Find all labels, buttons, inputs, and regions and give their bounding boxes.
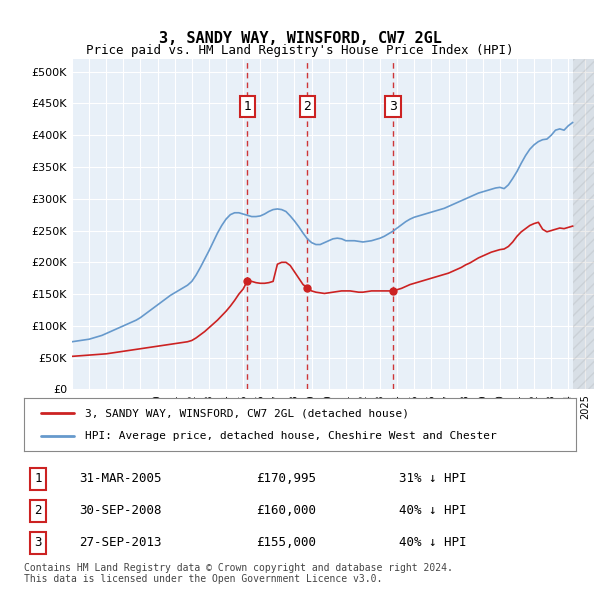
Text: 30-SEP-2008: 30-SEP-2008 [79, 504, 162, 517]
Text: 40% ↓ HPI: 40% ↓ HPI [400, 536, 467, 549]
Text: HPI: Average price, detached house, Cheshire West and Chester: HPI: Average price, detached house, Ches… [85, 431, 496, 441]
Text: 27-SEP-2013: 27-SEP-2013 [79, 536, 162, 549]
Text: 1: 1 [244, 100, 251, 113]
Text: 3: 3 [389, 100, 397, 113]
Text: 31-MAR-2005: 31-MAR-2005 [79, 472, 162, 485]
Text: 40% ↓ HPI: 40% ↓ HPI [400, 504, 467, 517]
Text: 2: 2 [34, 504, 41, 517]
Bar [572, 59, 594, 389]
Text: 2: 2 [304, 100, 311, 113]
Text: 3: 3 [34, 536, 41, 549]
Text: £170,995: £170,995 [256, 472, 316, 485]
Text: 3, SANDY WAY, WINSFORD, CW7 2GL (detached house): 3, SANDY WAY, WINSFORD, CW7 2GL (detache… [85, 408, 409, 418]
Text: £160,000: £160,000 [256, 504, 316, 517]
Text: This data is licensed under the Open Government Licence v3.0.: This data is licensed under the Open Gov… [24, 575, 382, 584]
Text: 1: 1 [34, 472, 41, 485]
Text: 31% ↓ HPI: 31% ↓ HPI [400, 472, 467, 485]
Text: £155,000: £155,000 [256, 536, 316, 549]
Text: 3, SANDY WAY, WINSFORD, CW7 2GL: 3, SANDY WAY, WINSFORD, CW7 2GL [158, 31, 442, 46]
Text: Contains HM Land Registry data © Crown copyright and database right 2024.: Contains HM Land Registry data © Crown c… [24, 563, 453, 572]
Text: Price paid vs. HM Land Registry's House Price Index (HPI): Price paid vs. HM Land Registry's House … [86, 44, 514, 57]
